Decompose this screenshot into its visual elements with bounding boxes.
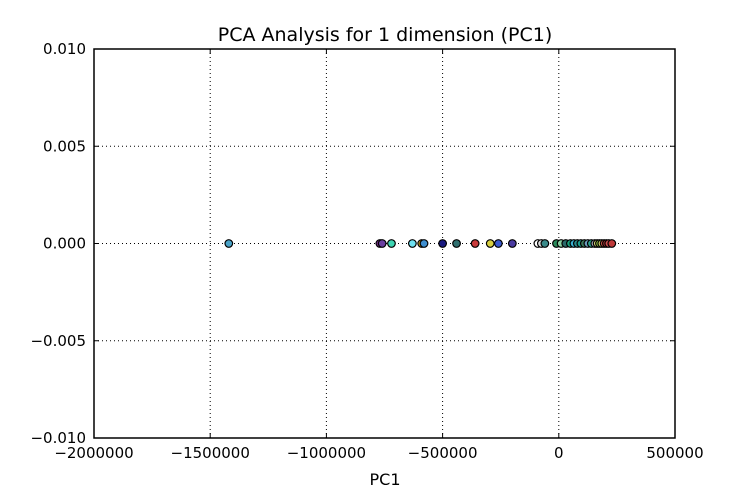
data-point: [470, 239, 480, 248]
data-point: [452, 239, 461, 248]
x-tick-label: −1000000: [287, 444, 366, 462]
data-point: [540, 239, 550, 248]
data-point: [607, 239, 617, 248]
data-point: [387, 239, 396, 248]
data-point: [224, 239, 234, 248]
y-tick-label: −0.010: [30, 429, 86, 447]
y-tick-label: 0.000: [43, 235, 86, 253]
y-tick-label: −0.005: [30, 332, 86, 350]
x-tick-label: 0: [554, 444, 564, 462]
x-tick-labels: −2000000 −1500000 −1000000 −500000 0 500000: [54, 444, 703, 462]
data-point: [485, 239, 495, 248]
data-point: [438, 239, 448, 248]
chart-title: PCA Analysis for 1 dimension (PC1): [218, 24, 552, 46]
data-point: [377, 239, 387, 248]
y-tick-label: 0.005: [43, 137, 86, 155]
axis-ticks: [93, 48, 676, 439]
x-tick-label: 500000: [646, 444, 703, 462]
data-point: [493, 239, 503, 248]
data-points: [224, 239, 617, 248]
x-tick-label: −1500000: [171, 444, 250, 462]
y-tick-labels: 0.010 0.005 0.000 −0.005 −0.010: [30, 40, 86, 447]
x-axis-label: PC1: [370, 470, 401, 489]
x-tick-label: −500000: [408, 444, 478, 462]
x-tick-label: −2000000: [54, 444, 133, 462]
y-tick-label: 0.010: [43, 40, 86, 58]
data-point: [419, 239, 429, 248]
data-point: [407, 239, 417, 248]
data-point: [507, 239, 517, 248]
